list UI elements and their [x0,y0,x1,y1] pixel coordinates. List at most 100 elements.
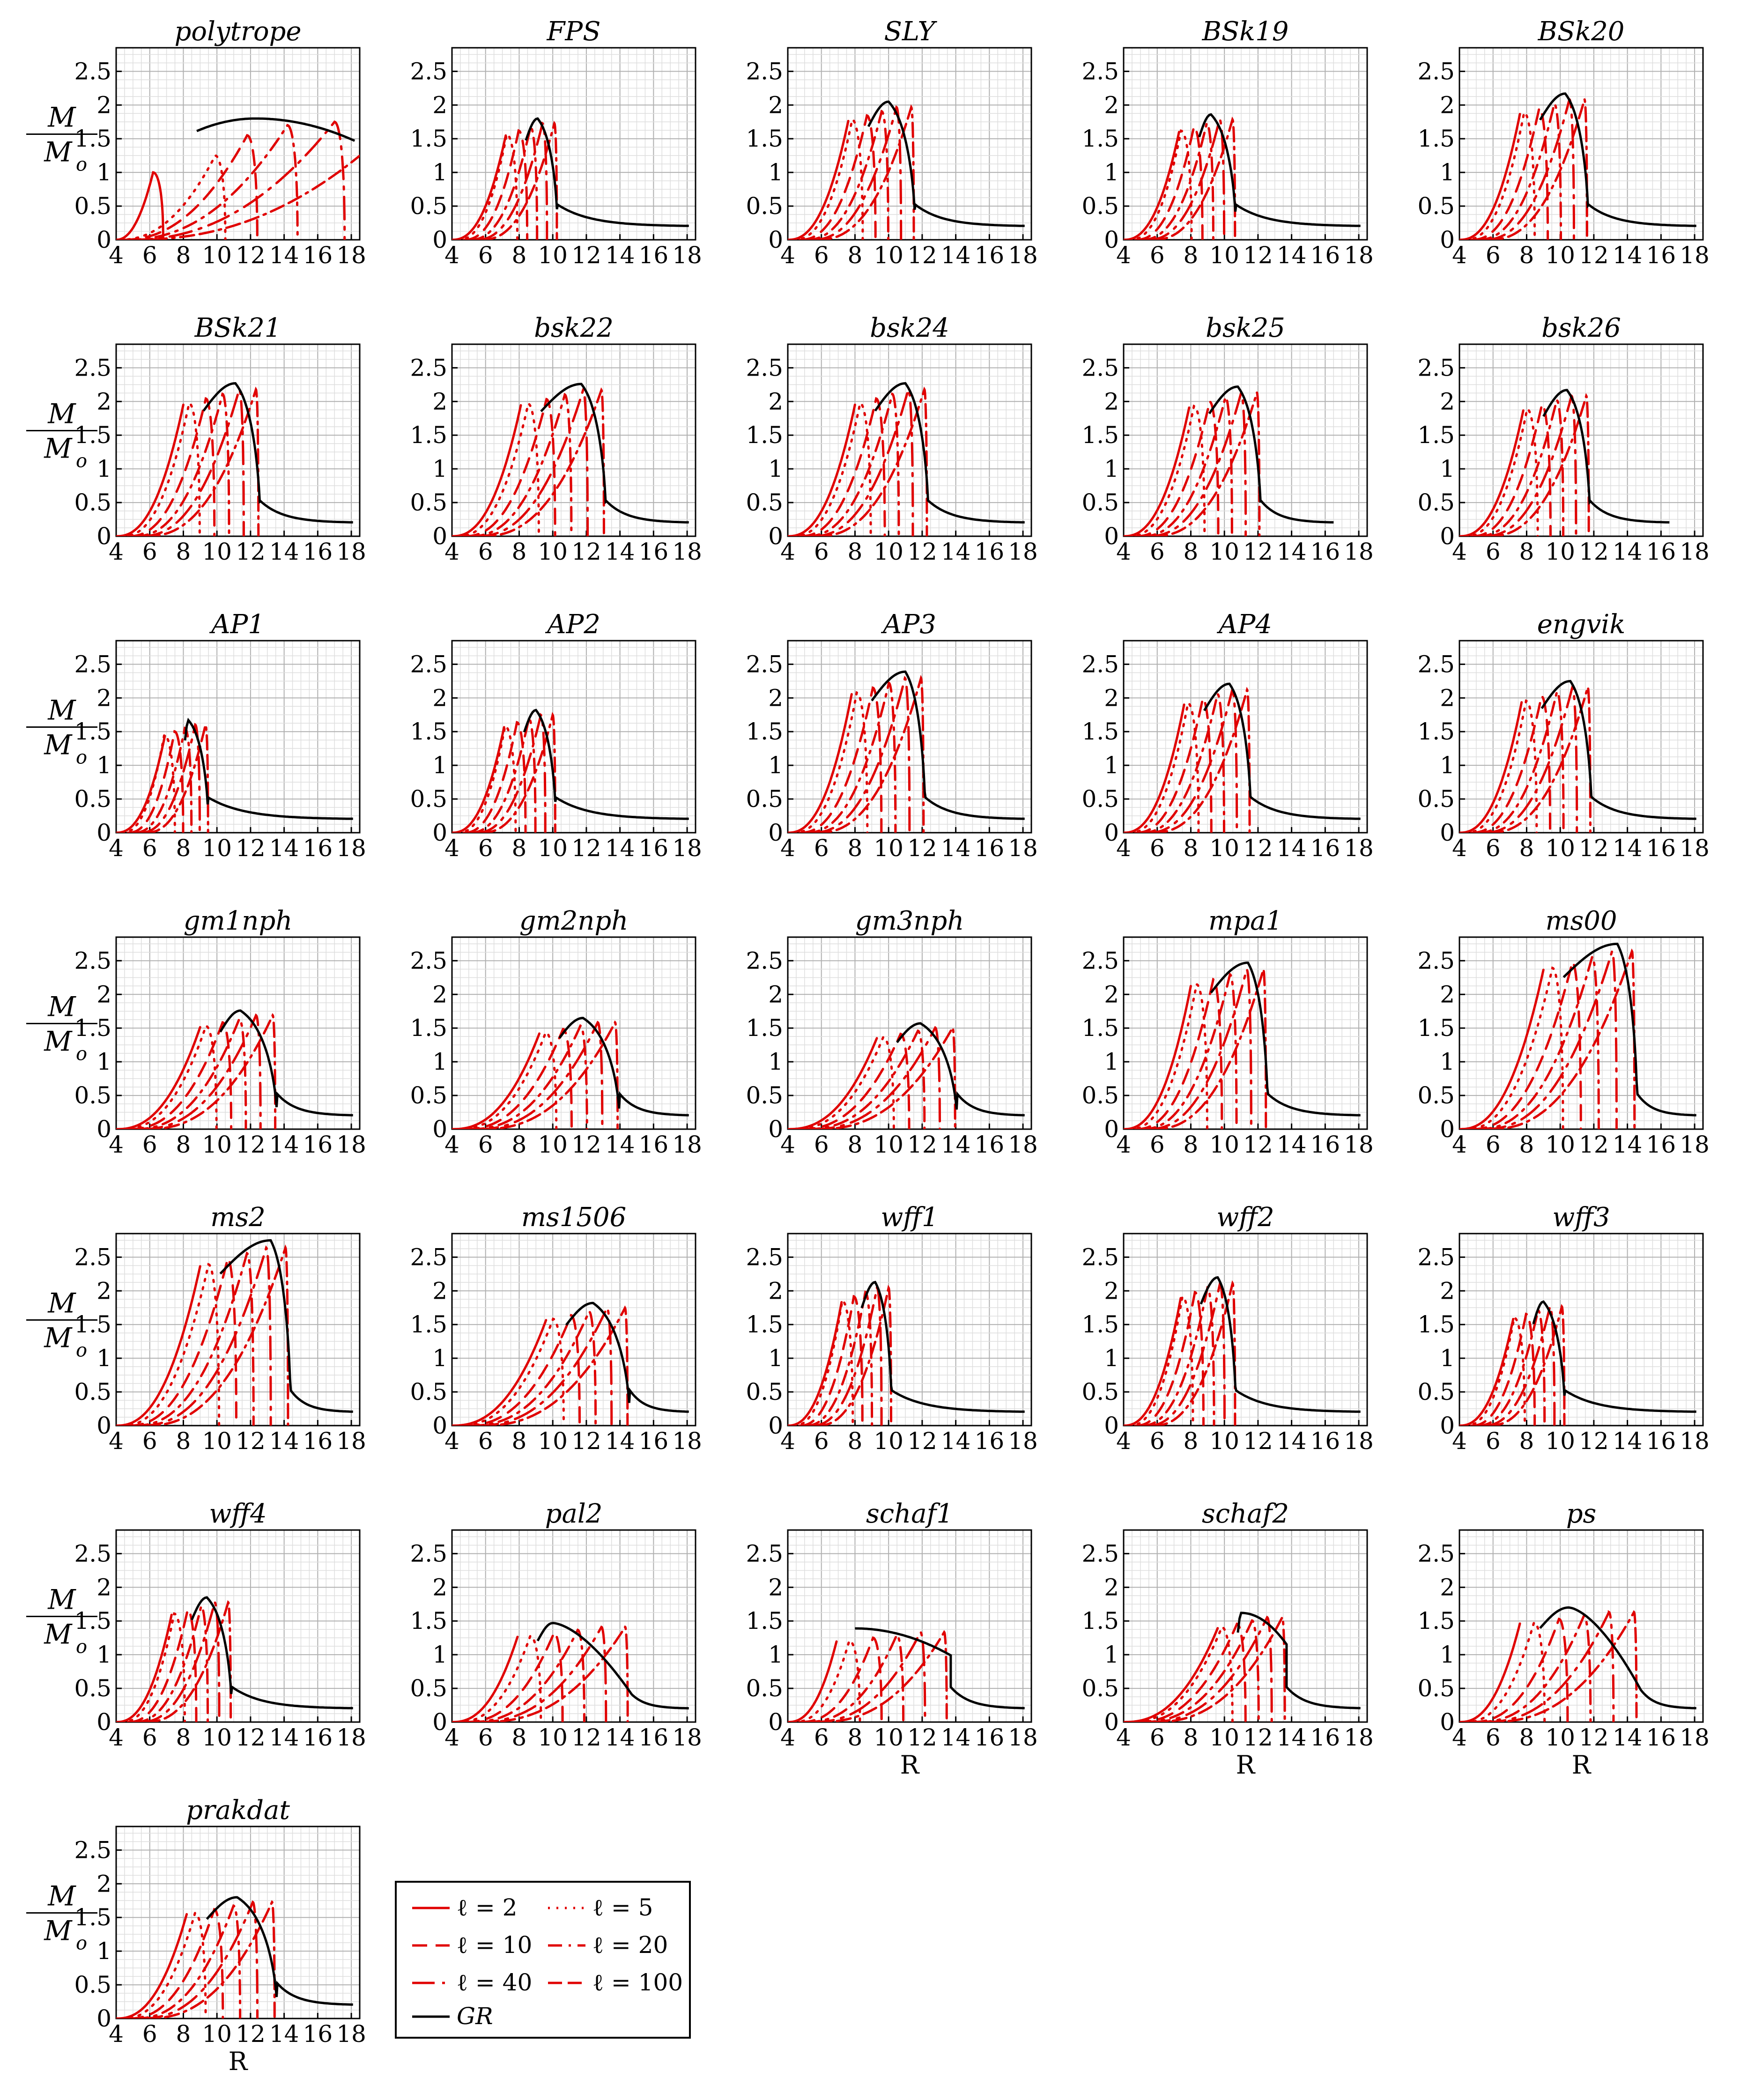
x-tick-label: 14 [1277,538,1307,565]
panel-title: wff2 [1216,1202,1274,1233]
legend-label-6: GR [457,2003,493,2030]
y-tick-label: 2 [1104,981,1119,1008]
x-tick-label: 14 [1613,1427,1643,1455]
series-l-100 [1152,390,1261,536]
y-tick-label: 2.5 [410,947,447,974]
series-l-5 [121,1263,221,1426]
series-l-100 [816,1026,956,1129]
y-tick-label: 1.5 [1081,1014,1119,1042]
x-tick-label: 8 [176,538,191,565]
series-l-5 [1128,1626,1234,1722]
legend: ℓ = 2 ℓ = 5 ℓ = 10 ℓ = 20 ℓ = 40 ℓ = 100 GR [395,1881,691,2039]
series-l-20 [1140,121,1214,240]
x-tick-label: 14 [1277,1131,1307,1158]
x-tick-label: 6 [1486,1724,1501,1751]
x-tick-label: 18 [672,1724,702,1751]
series-l-40 [138,387,245,536]
panel-bsk24: 4 6 8 10 12 14 16 18 0 0.5 1 1.5 2 2.5 bsk24 [746,313,1037,565]
legend-label-0: ℓ = 2 [457,1894,517,1921]
series-l-5 [118,154,227,240]
y-tick-label: 0 [1440,1116,1455,1143]
series-l-2 [788,119,850,240]
series-l-10 [126,1608,198,1722]
x-tick-label: 18 [672,538,702,565]
series-l-100 [144,722,209,833]
x-tick-label: 4 [109,1427,124,1455]
panel-AP2: 4 6 8 10 12 14 16 18 0 0.5 1 1.5 2 2.5 AP2 [410,609,702,862]
x-tick-label: 6 [478,835,493,862]
x-tick-label: 6 [1150,1427,1165,1455]
panel-series [788,1627,1025,1722]
y-tick-label: 1.5 [74,1311,111,1338]
x-tick-label: 8 [1519,538,1534,565]
series-l-10 [798,1294,864,1426]
panel-title: AP2 [545,609,600,640]
series-l-5 [1464,966,1564,1129]
series-l-2 [1459,113,1521,240]
x-tick-label: 10 [202,2020,232,2048]
series-l-40 [474,1625,607,1722]
y-tick-label: 1 [1104,1048,1119,1075]
series-l-100 [480,387,605,536]
x-tick-label: 10 [1209,1131,1239,1158]
series-l-20 [804,109,889,240]
y-tick-label: 0.5 [1417,489,1455,516]
y-tick-label: 0.5 [1417,1675,1455,1702]
y-label-subscript: o [76,154,87,176]
series-gr [191,1596,353,1709]
y-tick-label: 2.5 [74,651,111,678]
y-tick-label: 0.5 [1081,192,1119,220]
y-tick-label: 1 [1104,159,1119,186]
x-tick-label: 12 [1579,1724,1609,1751]
x-tick-label: 6 [478,1427,493,1455]
panel-series [452,709,689,833]
x-tick-label: 4 [1116,242,1131,269]
series-l-2 [1459,1622,1521,1722]
panel-series [116,1596,353,1722]
x-tick-label: 6 [478,538,493,565]
y-tick-label: 2 [96,981,111,1008]
series-gr [523,709,689,820]
x-tick-label: 8 [848,1427,863,1455]
x-tick-label: 10 [538,538,568,565]
panel-frame [1459,47,1704,241]
x-tick-label: 12 [236,1427,266,1455]
panel-bsk26: 4 6 8 10 12 14 16 18 0 0.5 1 1.5 2 2.5 bsk26 [1417,313,1709,565]
x-tick-label: 4 [1116,1131,1131,1158]
y-tick-label: 2.5 [1081,354,1119,381]
series-l-2 [1459,701,1523,833]
y-tick-label: 1 [1440,1345,1455,1372]
panel-series [116,382,353,536]
panel-engvik: 4 6 8 10 12 14 16 18 0 0.5 1 1.5 2 2.5 engvik [1417,609,1709,862]
series-l-2 [452,1635,519,1722]
x-tick-label: 16 [1311,1427,1340,1455]
y-tick-label: 1 [768,1641,783,1668]
x-tick-label: 14 [1613,835,1643,862]
y-label-numerator: M [47,1287,76,1319]
x-tick-label: 14 [941,538,971,565]
x-tick-label: 4 [1452,538,1467,565]
series-l-5 [1128,1295,1194,1426]
series-l-10 [126,1020,233,1129]
x-tick-label: 8 [848,1724,863,1751]
y-tick-label: 0 [768,1412,783,1439]
y-tick-label: 0.5 [1081,489,1119,516]
series-gr [1210,961,1361,1117]
legend-label-1: ℓ = 5 [592,1894,653,1921]
series-l-20 [1140,1619,1260,1722]
x-tick-label: 6 [1486,242,1501,269]
x-tick-label: 14 [269,1427,299,1455]
y-tick-label: 0.5 [746,785,783,813]
x-tick-label: 10 [1545,242,1575,269]
x-tick-label: 10 [1545,1427,1575,1455]
x-tick-label: 18 [672,242,702,269]
x-tick-label: 10 [1545,835,1575,862]
x-tick-label: 18 [1680,1724,1710,1751]
panel-frame [115,1233,361,1427]
y-tick-label: 2 [432,684,447,711]
x-tick-label: 12 [571,538,601,565]
panel-title: SLY [884,16,938,47]
x-tick-label: 18 [336,1427,366,1455]
x-tick-label: 18 [1344,1427,1374,1455]
y-tick-label: 1 [1104,1345,1119,1372]
